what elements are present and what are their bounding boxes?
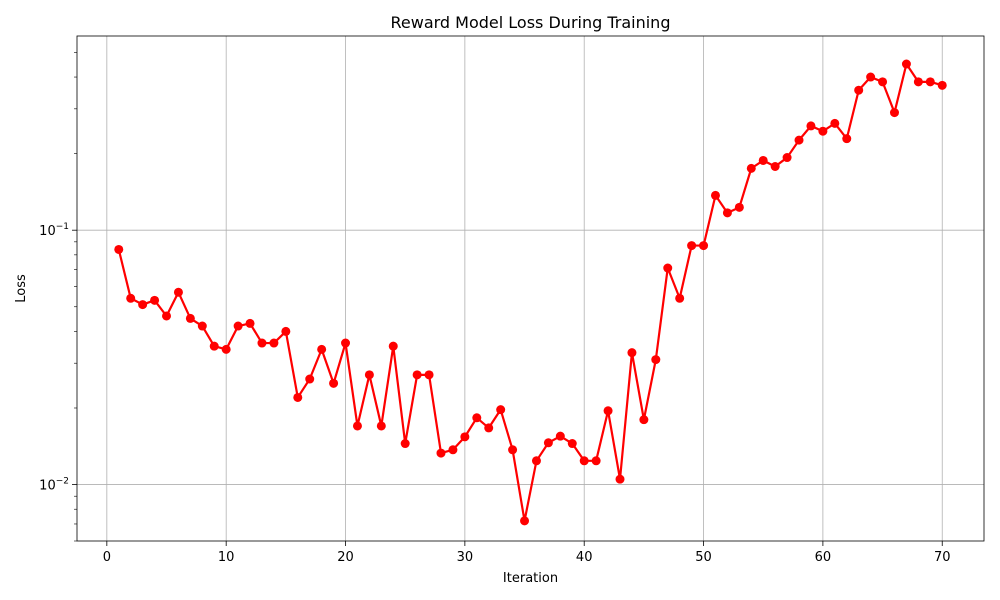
data-point (269, 338, 279, 348)
x-tick-label: 10 (218, 550, 235, 565)
x-tick-label: 40 (576, 550, 593, 565)
data-point (889, 108, 899, 118)
data-point (138, 300, 148, 310)
x-tick-label: 70 (934, 550, 951, 565)
data-point (352, 421, 362, 431)
data-point (197, 321, 207, 331)
y-tick-label: 10−2 (39, 477, 69, 494)
series-layer (114, 59, 947, 526)
data-point (878, 77, 888, 87)
data-point (460, 432, 470, 442)
data-point (710, 190, 720, 200)
data-point (913, 77, 923, 87)
data-point (675, 293, 685, 303)
data-point (591, 456, 601, 466)
y-axis-ticks: 10−2 10−1 (39, 52, 77, 542)
data-point (854, 85, 864, 95)
data-point (806, 121, 816, 131)
data-point (782, 153, 792, 163)
data-point (937, 80, 947, 90)
x-axis-ticks: 0 10 20 30 40 50 60 70 (103, 541, 951, 565)
data-point (842, 134, 852, 144)
y-tick-label: 10−1 (39, 222, 69, 239)
data-point (543, 438, 553, 448)
data-point (412, 370, 422, 380)
data-point (257, 338, 267, 348)
data-point (162, 311, 172, 321)
data-point (448, 445, 458, 455)
data-point (329, 378, 339, 388)
data-point (436, 448, 446, 458)
data-point (603, 406, 613, 416)
data-point (722, 208, 732, 218)
data-point (317, 344, 327, 354)
axes-frame (76, 35, 985, 542)
data-point (615, 474, 625, 484)
data-point (651, 355, 661, 365)
data-point (424, 370, 434, 380)
x-axis-label: Iteration (503, 571, 558, 586)
data-point (627, 348, 637, 358)
data-point (185, 313, 195, 323)
data-point (579, 456, 589, 466)
data-point (496, 405, 506, 415)
data-point (520, 516, 530, 526)
y-axis-label: Loss (14, 274, 29, 303)
data-point (293, 392, 303, 402)
data-point (639, 415, 649, 425)
x-tick-label: 20 (337, 550, 354, 565)
data-point (508, 445, 518, 455)
data-point (281, 326, 291, 336)
data-point (567, 439, 577, 449)
data-point (173, 287, 183, 297)
data-point (400, 439, 410, 449)
x-tick-label: 50 (695, 550, 712, 565)
data-point (555, 431, 565, 441)
data-point (663, 263, 673, 273)
data-point (209, 341, 219, 351)
data-point (925, 77, 935, 87)
loss-line (117, 62, 943, 522)
data-point (758, 155, 768, 165)
grid-lines (77, 36, 984, 541)
x-tick-label: 0 (103, 550, 111, 565)
data-point (531, 456, 541, 466)
data-point (233, 321, 243, 331)
data-point (305, 374, 315, 384)
data-point (687, 241, 697, 251)
data-point (484, 423, 494, 433)
data-point (221, 344, 231, 354)
data-point (472, 413, 482, 423)
data-point (734, 202, 744, 212)
data-point (245, 318, 255, 328)
data-point (866, 72, 876, 82)
x-tick-label: 60 (815, 550, 832, 565)
data-point (150, 295, 160, 305)
data-point (699, 241, 709, 251)
data-point (794, 135, 804, 145)
chart-title: Reward Model Loss During Training (391, 13, 671, 32)
data-point (376, 421, 386, 431)
data-point (830, 118, 840, 128)
data-point (341, 338, 351, 348)
data-point (901, 59, 911, 69)
x-tick-label: 30 (457, 550, 474, 565)
data-point (818, 126, 828, 136)
data-point (388, 341, 398, 351)
plot-frame (76, 35, 985, 542)
data-point (746, 163, 756, 173)
data-point (770, 161, 780, 171)
data-point (126, 293, 136, 303)
data-point (114, 244, 124, 254)
data-point (364, 370, 374, 380)
